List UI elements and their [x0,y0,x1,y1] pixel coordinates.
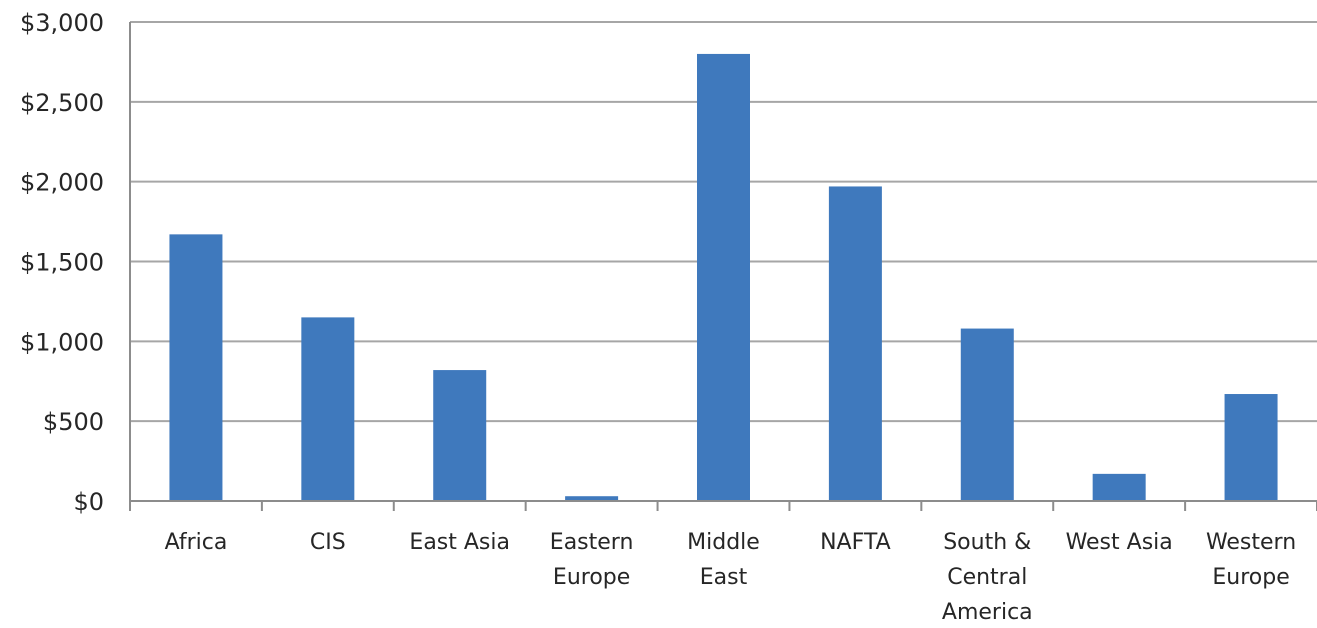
bar [433,370,487,501]
x-tick-label: Europe [553,565,630,590]
bar [960,328,1014,501]
bar [301,317,355,501]
x-tick-label: East [700,565,748,590]
x-tick-label: NAFTA [820,530,891,555]
bar [828,186,882,501]
x-tick-label: East Asia [409,530,510,555]
y-tick-label: $3,000 [20,9,104,37]
x-tick-label: Africa [165,530,228,555]
x-tick-label: West Asia [1066,530,1173,555]
x-tick-label: CIS [310,530,346,555]
axes [129,22,1317,511]
x-tick-label: Europe [1212,565,1289,590]
y-tick-label: $2,000 [20,169,104,197]
x-tick-labels: Africa CIS East Asia Eastern Europe Middle Eas… [165,530,1297,625]
x-tick-label: South & [943,530,1031,555]
bar [1224,394,1278,501]
y-tick-label: $0 [73,488,104,516]
x-tick-label: Western [1206,530,1296,555]
bars [169,53,1278,501]
bar [169,234,223,501]
bar [697,53,750,501]
x-tick-label: Eastern [550,530,634,555]
y-tick-label: $1,000 [20,328,104,356]
y-tick-labels: $0 $500 $1,000 $1,500 $2,000 $2,500 $3,000 [20,9,104,516]
y-tick-label: $1,500 [20,249,104,277]
x-tick-label: Middle [687,530,760,555]
x-tick-label: America [942,600,1033,624]
bar [565,496,619,501]
x-tick-label: Central [947,565,1027,590]
y-tick-label: $2,500 [20,89,104,117]
bar [1092,473,1146,501]
y-tick-label: $500 [43,408,104,436]
